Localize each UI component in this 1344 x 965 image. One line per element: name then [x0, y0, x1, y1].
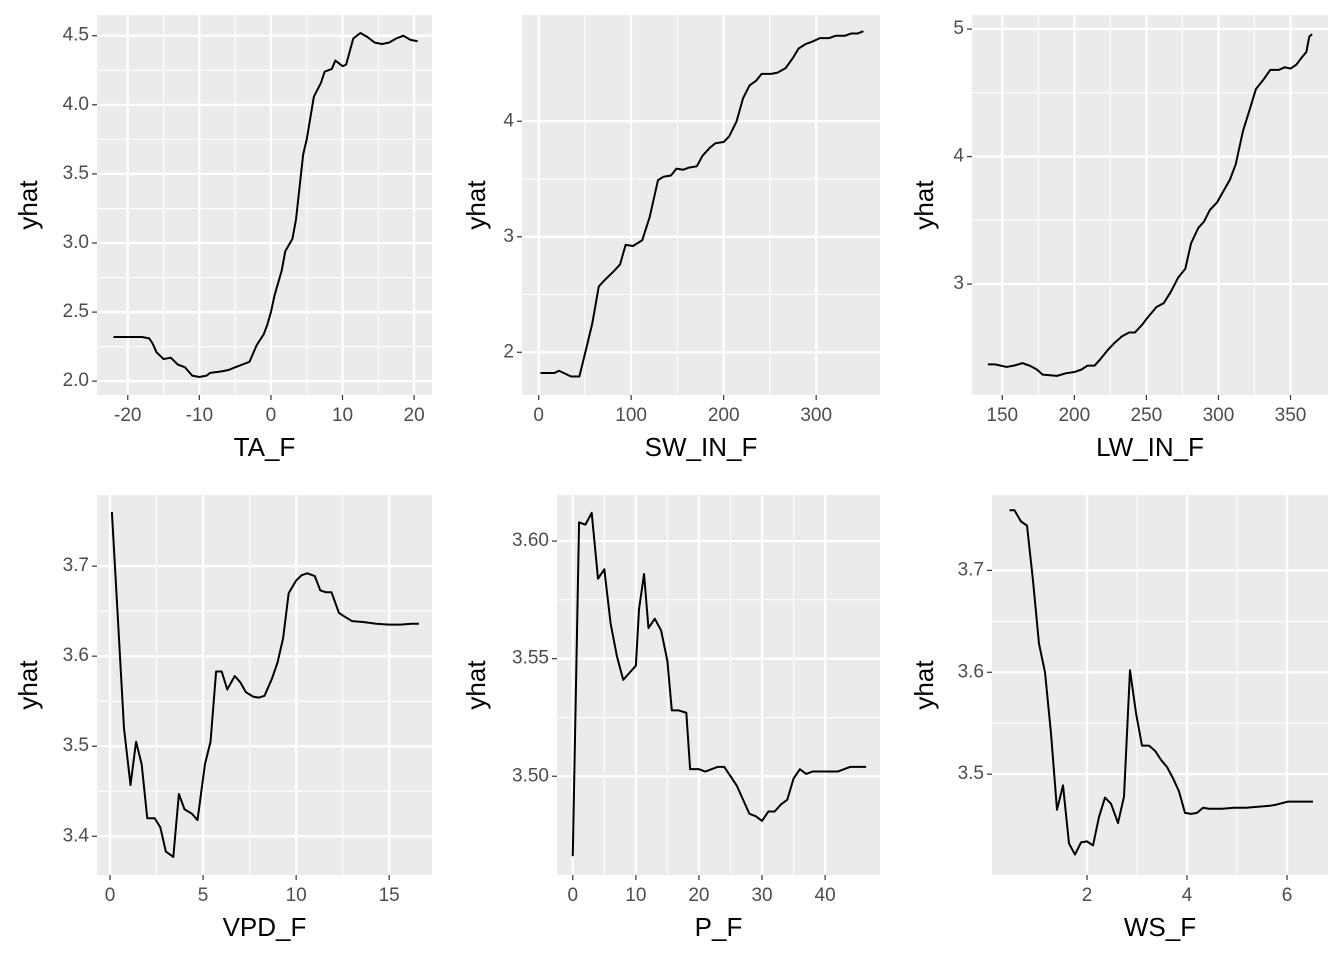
- x-axis-title: LW_IN_F: [1096, 432, 1204, 462]
- x-axis-title: SW_IN_F: [645, 432, 758, 462]
- panel: 150 200 250 300 350 3 4 5 LW_IN_F yhat: [909, 15, 1328, 462]
- data-line: [540, 30, 864, 378]
- y-tick-label: 3.5: [958, 763, 984, 784]
- x-tick-label: -10: [186, 405, 213, 426]
- x-tick-label: 15: [379, 885, 400, 906]
- data-line: [113, 31, 418, 379]
- y-tick-label: 2.5: [63, 301, 89, 322]
- x-axis-title: TA_F: [234, 432, 296, 462]
- x-tick-label: 200: [708, 405, 740, 426]
- y-tick-label: 4: [953, 146, 964, 167]
- y-tick-label: 3.7: [63, 555, 89, 576]
- y-axis-title: yhat: [13, 180, 43, 230]
- x-tick-label: 20: [688, 885, 709, 906]
- x-tick-label: 300: [1203, 405, 1235, 426]
- y-tick-label: 4.5: [63, 25, 89, 46]
- x-tick-label: 10: [332, 405, 353, 426]
- x-tick-label: 300: [800, 405, 832, 426]
- x-tick-label: 200: [1058, 405, 1090, 426]
- x-axis-title: VPD_F: [223, 912, 307, 942]
- x-tick-label: 0: [533, 405, 544, 426]
- panel: 0 10 20 30 40 3.50 3.55 3.60 P_F yhat: [461, 495, 880, 942]
- x-tick-label: 0: [105, 885, 116, 906]
- x-tick-label: 10: [286, 885, 307, 906]
- data-line: [571, 511, 867, 857]
- panel-background: [97, 495, 432, 875]
- y-tick-label: 3.5: [63, 735, 89, 756]
- data-line: [110, 512, 419, 858]
- x-tick-label: 0: [266, 405, 277, 426]
- x-axis-title: WS_F: [1124, 912, 1196, 942]
- y-tick-label: 4.0: [63, 94, 89, 115]
- panel: 0 5 10 15 3.4 3.5 3.6 3.7 VPD_F yhat: [13, 495, 432, 942]
- x-tick-label: 10: [625, 885, 646, 906]
- panel: -20 -10 0 10 20 2.0 2.5 3.0 3.5 4.0 4.5 TA_F yhat: [13, 15, 432, 462]
- y-tick-label: 3.6: [63, 645, 89, 666]
- x-tick-label: 350: [1275, 405, 1307, 426]
- data-line: [987, 33, 1313, 377]
- y-tick-label: 5: [953, 18, 964, 39]
- panel-background: [972, 15, 1328, 395]
- panel: 2 4 6 3.5 3.6 3.7 WS_F yhat: [909, 495, 1328, 942]
- y-axis-title: yhat: [461, 660, 491, 710]
- x-tick-label: 40: [815, 885, 836, 906]
- y-axis-title: yhat: [909, 660, 939, 710]
- x-tick-label: 100: [615, 405, 647, 426]
- panel-background: [992, 495, 1328, 875]
- x-tick-label: 4: [1182, 885, 1193, 906]
- panel-background: [522, 15, 880, 395]
- x-tick-label: 250: [1131, 405, 1163, 426]
- x-tick-label: 2: [1082, 885, 1093, 906]
- y-tick-label: 3.4: [63, 825, 90, 846]
- data-line: [1009, 509, 1313, 856]
- y-tick-label: 3.60: [512, 530, 549, 551]
- panel: 0 100 200 300 2 3 4 SW_IN_F yhat: [461, 15, 880, 462]
- y-tick-label: 3: [503, 226, 514, 247]
- y-tick-label: 2: [503, 341, 514, 362]
- y-tick-label: 3.6: [958, 661, 984, 682]
- x-tick-label: 6: [1282, 885, 1293, 906]
- x-axis-title: P_F: [695, 912, 743, 942]
- y-tick-label: 3.0: [63, 232, 89, 253]
- y-tick-label: 3.55: [512, 648, 549, 669]
- x-tick-label: 30: [751, 885, 772, 906]
- y-axis-title: yhat: [909, 180, 939, 230]
- x-tick-label: 0: [567, 885, 578, 906]
- y-tick-label: 3.50: [512, 765, 549, 786]
- x-tick-label: 150: [986, 405, 1018, 426]
- panel-background: [557, 495, 880, 875]
- y-tick-label: 3.7: [958, 559, 984, 580]
- y-axis-title: yhat: [13, 660, 43, 710]
- y-tick-label: 2.0: [63, 370, 89, 391]
- y-tick-label: 3.5: [63, 163, 89, 184]
- x-tick-label: 5: [198, 885, 209, 906]
- y-tick-label: 3: [953, 273, 964, 294]
- y-axis-title: yhat: [461, 180, 491, 230]
- x-tick-label: -20: [114, 405, 141, 426]
- x-tick-label: 20: [404, 405, 425, 426]
- y-tick-label: 4: [503, 110, 514, 131]
